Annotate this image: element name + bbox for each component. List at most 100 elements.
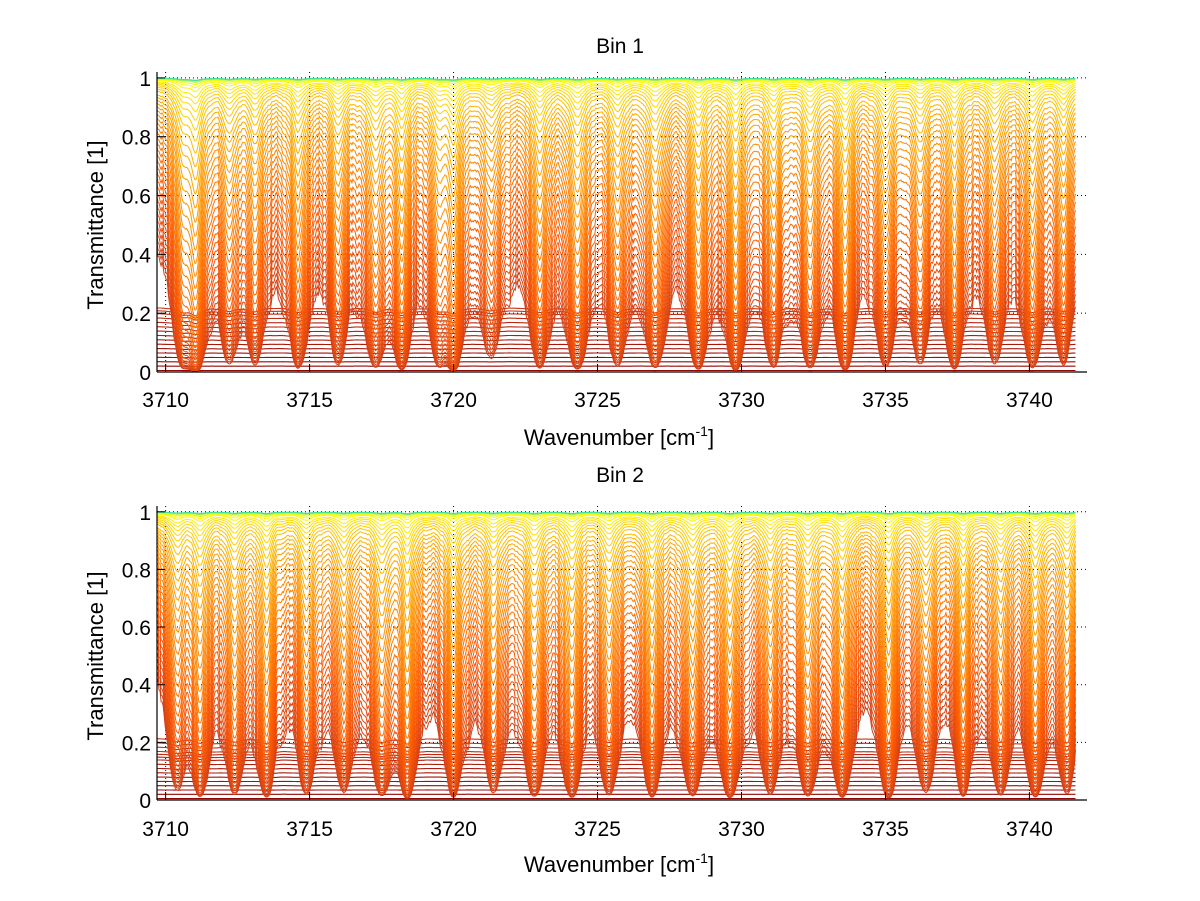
- y-tick-label: 0.6: [122, 617, 151, 640]
- spectrum-line: [156, 529, 1076, 597]
- x-axis-title-text: Wavenumber [cm: [524, 425, 696, 450]
- x-axis-title-text: Wavenumber [cm: [524, 852, 696, 877]
- spectrum-line: [156, 222, 1076, 371]
- spectrum-line: [156, 170, 1076, 353]
- spectrum-line: [156, 519, 1076, 555]
- spectrum-line: [157, 512, 1076, 518]
- spectrum-line: [156, 208, 1076, 369]
- y-tick-label: 0.8: [122, 559, 151, 582]
- spectrum-line: [156, 518, 1076, 547]
- plot-title: Bin 1: [596, 35, 644, 58]
- spectrum-line: [156, 146, 1076, 329]
- y-tick-label: 0.8: [122, 127, 151, 150]
- spectrum-line: [156, 105, 1076, 223]
- spectrum-line: [156, 639, 1076, 792]
- spectrum-line: [156, 633, 1076, 790]
- x-tick-label: 3730: [718, 818, 765, 841]
- spectrum-line: [156, 135, 1076, 311]
- spectrum-line: [156, 584, 1076, 748]
- y-tick-label: 0.2: [122, 303, 151, 326]
- spectrum-line: [156, 535, 1076, 622]
- subplot-bin-2: 3710 3715 3720 3725 3730 3735 3740 0 0.2 0.4 0.6 0.…: [83, 464, 1087, 877]
- spectrum-line: [156, 84, 1076, 121]
- spectrum-line: [156, 515, 1076, 529]
- y-tick-label: 0: [139, 790, 151, 813]
- spectrum-line: [156, 595, 1076, 763]
- series-group: [156, 77, 1076, 372]
- spectrum-line: [156, 102, 1076, 209]
- spectrum-line: [156, 652, 1076, 796]
- spectrum-line: [156, 176, 1076, 358]
- spectrum-line: [156, 248, 1076, 372]
- spectrum-line: [156, 538, 1076, 634]
- y-tick-label: 0.4: [122, 675, 152, 698]
- spectrum-line: [156, 195, 1076, 366]
- x-axis-title-suffix: ]: [708, 852, 714, 877]
- spectrum-line: [156, 646, 1076, 794]
- spectrum-line: [156, 126, 1076, 289]
- spectrum-line: [156, 228, 1076, 371]
- spectrum-line: [156, 79, 1076, 88]
- spectrum-line: [156, 99, 1076, 195]
- spectrum-line: [156, 678, 1076, 799]
- x-tick-label: 3735: [862, 818, 909, 841]
- x-tick-label: 3715: [286, 818, 333, 841]
- subplot-bin-1: 3710 3715 3720 3725 3730 3735 3740 0 0.2 0.4 0.6 0.…: [83, 35, 1087, 450]
- spectrum-line: [156, 215, 1076, 370]
- spectrum-line: [156, 513, 1076, 524]
- spectrum-line: [156, 79, 1076, 92]
- spectrum-line: [156, 202, 1076, 367]
- x-axis-title: Wavenumber [cm-1]: [524, 850, 714, 877]
- spectrum-line: [156, 566, 1076, 720]
- x-tick-label: 3740: [1006, 389, 1053, 412]
- spectrum-line: [156, 589, 1076, 756]
- spectrum-line: [156, 516, 1076, 534]
- spectrum-line: [156, 152, 1076, 336]
- spectrum-line: [156, 93, 1076, 168]
- x-tick-label: 3740: [1006, 818, 1053, 841]
- spectrum-line: [157, 511, 1076, 515]
- spectrum-line: [156, 182, 1076, 361]
- spectrum-line: [156, 557, 1076, 697]
- spectrum-line: [156, 785, 1076, 787]
- spectrum-line: [156, 121, 1076, 277]
- spectrum-line: [156, 78, 1076, 86]
- y-tick-label: 0.4: [122, 244, 152, 267]
- spectrum-line: [156, 545, 1076, 660]
- y-tick-label: 0.2: [122, 732, 151, 755]
- x-tick-label: 3735: [862, 389, 909, 412]
- spectrum-line: [157, 339, 1076, 343]
- spectrum-line: [156, 607, 1076, 775]
- y-tick-label: 0.6: [122, 186, 151, 209]
- spectrum-line: [156, 141, 1076, 320]
- spectrum-line: [156, 81, 1076, 98]
- spectrum-line: [156, 601, 1076, 769]
- spectrum-line: [156, 672, 1076, 799]
- plot-title: Bin 2: [596, 464, 644, 487]
- spectrum-line: [156, 86, 1076, 131]
- spectrum-line: [156, 235, 1076, 372]
- x-tick-label: 3720: [430, 818, 477, 841]
- x-tick-label: 3730: [718, 389, 765, 412]
- spectrum-line: [156, 576, 1076, 739]
- x-tick-label: 3710: [142, 818, 189, 841]
- spectrum-line: [156, 626, 1076, 787]
- spectrum-line: [156, 780, 1076, 783]
- spectrum-line: [156, 109, 1076, 237]
- spectrum-line: [156, 541, 1076, 647]
- spectrum-line: [156, 532, 1076, 609]
- x-tick-label: 3725: [574, 818, 621, 841]
- spectrum-line: [156, 241, 1076, 372]
- spectrum-line: [156, 614, 1076, 779]
- spectrum-line: [156, 665, 1076, 798]
- x-axis-title-superscript: -1: [696, 850, 709, 866]
- spectrum-line: [156, 82, 1076, 105]
- x-tick-label: 3710: [142, 389, 189, 412]
- spectrum-line: [156, 571, 1076, 730]
- x-axis-title-suffix: ]: [708, 425, 714, 450]
- spectrum-line: [156, 562, 1076, 709]
- spectrum-line: [156, 88, 1076, 142]
- series-group: [156, 511, 1076, 800]
- spectrum-line: [157, 77, 1076, 81]
